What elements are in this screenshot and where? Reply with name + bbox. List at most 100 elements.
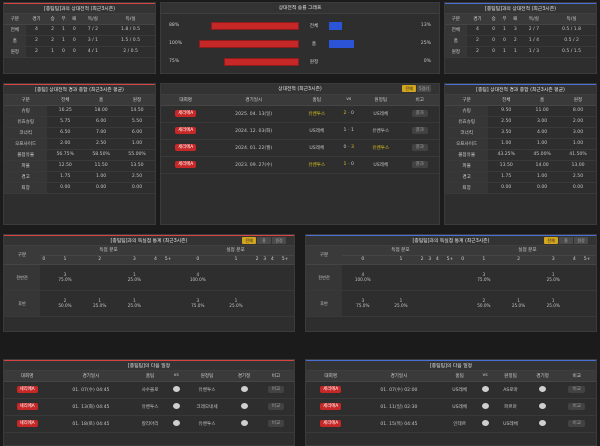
table-cell: 4 / 1 (79, 46, 107, 58)
table-row[interactable]: 세리에A 01. 11(일) 02:30 US레체 파르마 비교 (306, 398, 596, 416)
toggle-home[interactable]: 홈 (559, 237, 573, 244)
compare-button[interactable]: 비교 (267, 386, 285, 393)
table-cell: 2.50 (83, 138, 120, 150)
distribution-cell (268, 264, 277, 291)
toggle-all[interactable]: 전체 (402, 85, 416, 92)
table-cell: 56.75% (47, 149, 84, 161)
league-badge: 세리에A (320, 386, 342, 393)
vs-cell (476, 415, 494, 433)
stadium-icon (240, 403, 248, 410)
result-button[interactable]: 결과 (411, 110, 428, 117)
table-row[interactable]: 세리에A 01. 07(수) 04:45 사수올로 유벤투스 비교 (4, 381, 294, 399)
panel-title: [종팀팀]의 다음 일정 (306, 360, 596, 371)
goal-count-header: 3 (117, 255, 152, 265)
table-cell: 2 (466, 46, 489, 58)
toggle-5-games[interactable]: 5경기 (417, 85, 431, 92)
table-cell: 0.5 / 1.5 (547, 46, 596, 58)
column-header: 득/실 (79, 14, 107, 25)
toggle-home[interactable]: 홈 (257, 237, 271, 244)
table-cell: 13.50 (119, 160, 155, 172)
panel-title: [종팀팀]의 다음 일정 (4, 360, 294, 371)
header-category: 구분 (4, 246, 40, 265)
table-row[interactable]: 세리에A 01. 15(목) 04:45 인테르 US레체 비교 (306, 415, 596, 433)
table-cell: 0 (499, 35, 510, 47)
distribution-cell: 4 100.0% (177, 264, 219, 291)
stadium-cell (527, 415, 558, 433)
toggle-all[interactable]: 전체 (242, 237, 256, 244)
table-row[interactable]: 세리에A 2024. 01. 22(월) US레체 0 - 3 유벤투스 결과 (161, 139, 439, 157)
table-cell: 0.00 (83, 182, 120, 194)
vs-cell (168, 398, 184, 416)
table-cell: 4 (25, 24, 48, 36)
column-header: 비고 (257, 371, 294, 382)
right-rate: 13% (420, 23, 431, 28)
distribution-cell (441, 290, 459, 317)
result-button[interactable]: 결과 (411, 144, 428, 151)
compare-button[interactable]: 비교 (267, 403, 285, 410)
away-team: 유벤투스 (183, 415, 231, 433)
table-row[interactable]: 세리에A 01. 18(토) 04:45 칼리아리 유벤투스 비교 (4, 415, 294, 433)
left-goal-distribution-panel: [종팀팀]과의 득실점 통계 (최근3시즌) 전체 홈 원정 구분 득점 분포 … (3, 234, 295, 332)
table-cell: 1.5 / 0.5 (106, 35, 155, 47)
distribution-cell (418, 290, 426, 317)
table-row[interactable]: 세리에A 01. 07(수) 02:00 US레체 AS로마 비교 (306, 381, 596, 399)
distribution-cell (433, 290, 442, 317)
note-cell: 결과 (400, 122, 439, 140)
distribution-cell: 3 75.0% (342, 290, 384, 317)
table-row[interactable]: 세리에A 2023. 09. 27(수) 유벤투스 1 - 0 US레체 결과 (161, 156, 439, 174)
venue-toggle: 전체 홈 원정 (242, 237, 286, 244)
table-row[interactable]: 세리에A 2024. 12. 03(화) US레체 1 - 1 유벤투스 결과 (161, 122, 439, 140)
toggle-away[interactable]: 원정 (574, 237, 588, 244)
row-label: 파울 (445, 160, 489, 172)
table-row: 슈팅 9.50 11.00 8.00 (445, 105, 596, 117)
toggle-all[interactable]: 전체 (544, 237, 558, 244)
distribution-cell (260, 264, 269, 291)
win-rate-graph-panel: 상대전적 승률 그래프 88% 전체 13% 100% 홈 25% 75% 원정 0% (160, 2, 440, 74)
table-row[interactable]: 세리에A 2025. 04. 13(일) 유벤투스 2 - 0 US레체 결과 (161, 105, 439, 123)
compare-button[interactable]: 비교 (568, 403, 585, 410)
compare-button[interactable]: 비교 (568, 386, 585, 393)
compare-button[interactable]: 비교 (568, 420, 585, 427)
distribution-cell: 1 25.0% (383, 290, 419, 317)
column-header: 홈팀 (131, 371, 169, 382)
venue-toggle: 전체 홈 원정 (544, 237, 588, 244)
toggle-away[interactable]: 원정 (272, 237, 286, 244)
row-label: 전반전 (306, 264, 342, 291)
panel-title-text: [종팀팀]과의 득실점 통계 (최근3시즌) (110, 239, 188, 244)
goal-count-header: 4 (151, 255, 160, 265)
league-badge: 세리에A (320, 403, 342, 410)
compare-button[interactable]: 비교 (267, 420, 285, 427)
row-label: 전반전 (4, 264, 40, 291)
home-team: US레체 (297, 139, 337, 157)
home-team: 인테르 (442, 415, 477, 433)
rate-label: 홈 (311, 42, 317, 47)
column-header: 경기일시 (355, 371, 443, 382)
result-button[interactable]: 결과 (411, 161, 428, 168)
table-cell: 2 (25, 35, 48, 47)
left-relative-record-panel: [종팀팀]과의 상대전적 (최근3시즌) 구분 경기 승 무 패 득/실 득/실 전체 4 2 1… (3, 2, 156, 74)
goal-count-header: 3 (535, 255, 571, 265)
table-cell: 2.50 (560, 171, 596, 183)
distribution-cell (501, 264, 536, 291)
table-cell: 3 / 1 (79, 35, 107, 47)
distribution-cell: 1 25.0% (82, 290, 118, 317)
table-cell: 4 (466, 24, 489, 36)
row-label: 유효슈팅 (445, 116, 489, 128)
distribution-cell (40, 264, 48, 291)
result-button[interactable]: 결과 (411, 127, 428, 134)
column-header: 경기일시 (210, 95, 298, 106)
table-cell: 2 (47, 24, 59, 36)
header-conceded: 실점 분포 (458, 246, 596, 256)
row-label: 원정 (4, 46, 26, 58)
table-cell: 3.00 (560, 127, 596, 139)
table-cell: 2.00 (47, 138, 84, 150)
table-row[interactable]: 세리에A 01. 13(화) 04:45 유벤투스 크레모네세 비교 (4, 398, 294, 416)
note-cell: 비교 (257, 415, 294, 433)
goal-distribution-table: 구분 득점 분포 실점 분포 0 1 2 3 4 5+ 0 1 2 3 4 5+ 전반전 3 75.0%… (4, 246, 294, 317)
table-cell: 5.75 (47, 116, 84, 128)
table-cell: 0.00 (524, 182, 561, 194)
rate-label: 원정 (309, 60, 319, 65)
table-row: 후반 2 50.0% 1 25.0% 1 25.0% 3 75.0% 1 25.0% (4, 290, 294, 317)
right-goal-distribution-panel: [종팀팀]과의 득실점 통계 (최근3시즌) 전체 홈 원정 구분 득점 분포 … (305, 234, 597, 332)
table-cell: 3 (509, 24, 521, 36)
